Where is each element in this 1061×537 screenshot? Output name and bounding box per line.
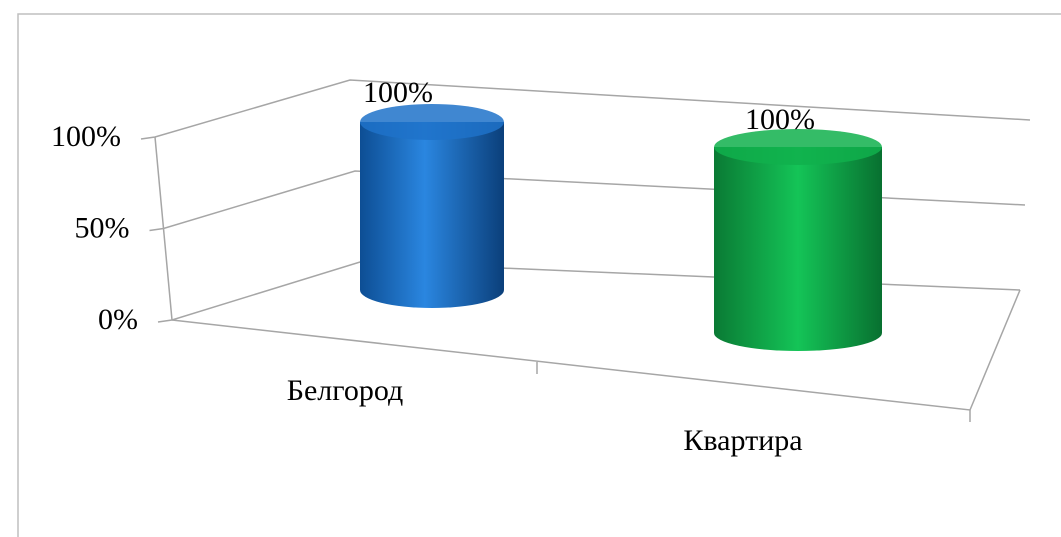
grid-line [157, 261, 1021, 323]
bar [714, 147, 882, 351]
grid-line [140, 79, 1031, 140]
y-tick-label: 50% [75, 211, 130, 244]
bar-top [360, 104, 504, 140]
data-label: 100% [363, 76, 433, 109]
bar-top [714, 129, 882, 165]
x-tick-label: Белгород [287, 374, 403, 407]
chart-border [17, 13, 1061, 537]
x-tick-label: Квартира [683, 424, 802, 457]
y-tick-label: 100% [51, 120, 121, 153]
data-label: 100% [745, 103, 815, 136]
y-tick-label: 0% [98, 303, 138, 336]
bar [360, 122, 504, 308]
grid-line [149, 170, 1026, 232]
